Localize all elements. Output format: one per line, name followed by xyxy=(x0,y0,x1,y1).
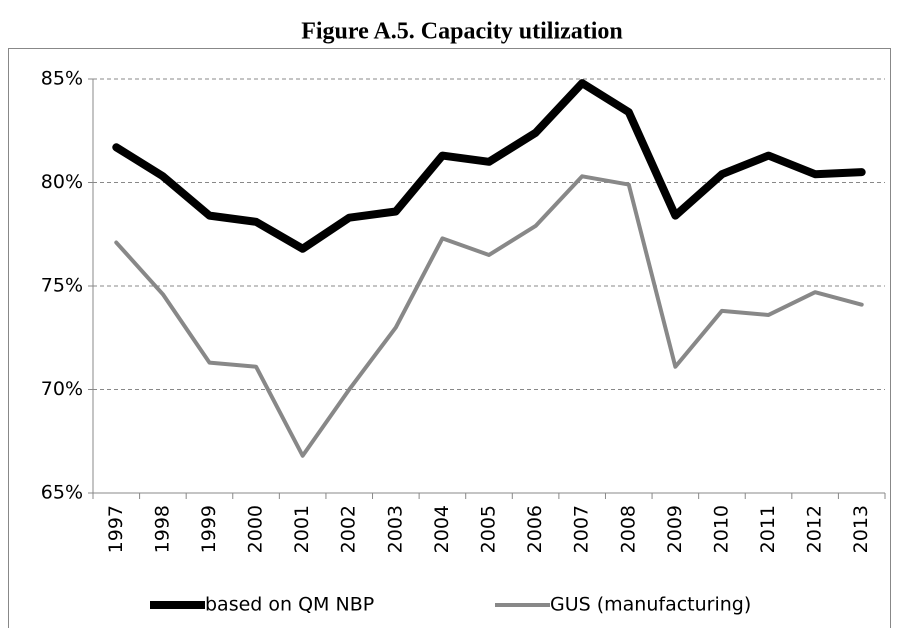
chart-frame xyxy=(8,48,891,628)
x-tick-label: 2004 xyxy=(431,505,453,553)
legend-label: based on QM NBP xyxy=(205,594,374,616)
x-tick-label: 2001 xyxy=(291,505,313,553)
y-tick-label: 85% xyxy=(41,68,83,90)
series-line xyxy=(114,174,864,458)
y-tick-label: 80% xyxy=(41,171,83,193)
x-tick-label: 1999 xyxy=(198,505,220,553)
legend-label: GUS (manufacturing) xyxy=(550,594,751,616)
x-tick-label: 2003 xyxy=(384,505,406,553)
x-tick-label: 2005 xyxy=(478,505,500,553)
y-tick-label: 65% xyxy=(41,482,83,504)
y-tick-label: 70% xyxy=(41,378,83,400)
x-tick-label: 2007 xyxy=(571,505,593,553)
y-tick-label: 75% xyxy=(41,275,83,297)
x-tick-label: 2006 xyxy=(524,505,546,553)
x-tick-label: 2010 xyxy=(710,505,732,553)
x-tick-label: 2013 xyxy=(850,505,872,553)
x-tick-label: 2009 xyxy=(664,505,686,553)
x-tick-label: 2012 xyxy=(804,505,826,553)
series-line xyxy=(112,79,866,253)
x-tick-label: 2002 xyxy=(338,505,360,553)
x-tick-label: 1997 xyxy=(105,505,127,553)
x-tick-label: 2008 xyxy=(617,505,639,553)
x-tick-label: 1998 xyxy=(151,505,173,553)
chart-title: Figure A.5. Capacity utilization xyxy=(301,19,623,45)
x-tick-label: 2000 xyxy=(245,505,267,553)
x-tick-label: 2011 xyxy=(757,505,779,553)
